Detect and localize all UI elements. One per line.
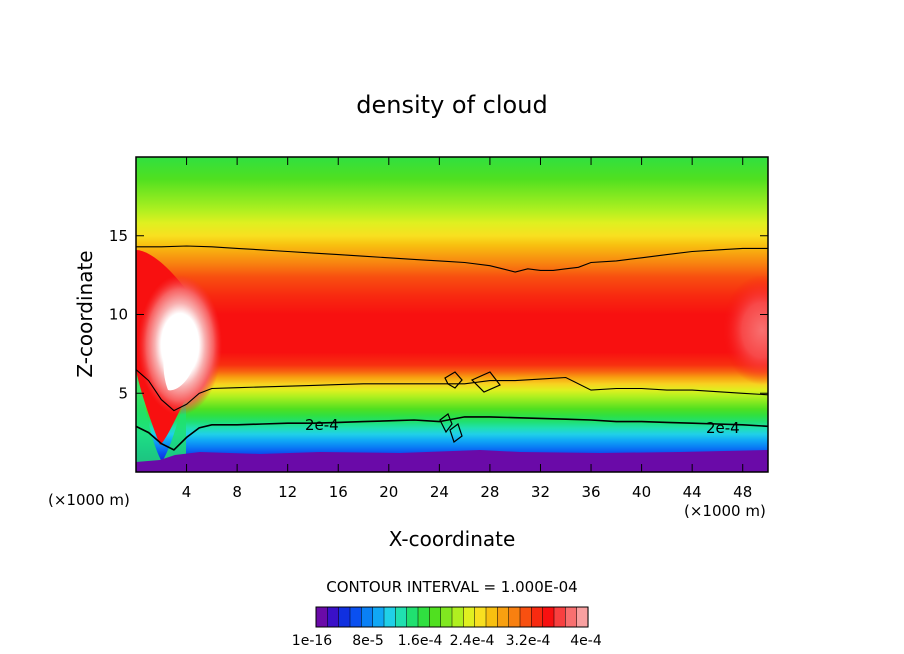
plot-field — [136, 157, 768, 472]
contour-label-right: 2e-4 — [706, 419, 740, 437]
colorbar-swatch — [542, 606, 555, 628]
colorbar-label: 1.6e-4 — [398, 633, 443, 649]
x-tick-label: 16 — [329, 483, 348, 501]
colorbar-swatch — [519, 606, 532, 628]
colorbar-swatch — [327, 606, 340, 628]
x-tick-label: 28 — [480, 483, 499, 501]
contour-label-left: 2e-4 — [305, 416, 339, 434]
ground-band — [136, 450, 768, 472]
colorbar-label: 8e-5 — [352, 633, 383, 649]
colorbar-swatch — [395, 606, 408, 628]
colorbar-label: 4e-4 — [570, 633, 602, 649]
colorbar-labels: 1e-16 8e-5 1.6e-4 2.4e-4 3.2e-4 4e-4 — [292, 633, 602, 649]
chart-title: density of cloud — [356, 91, 547, 119]
y-tick-label: 5 — [118, 384, 128, 402]
right-core — [722, 275, 768, 385]
x-unit-left: (×1000 m) — [48, 491, 130, 509]
colorbar-swatch — [474, 606, 487, 628]
contour-mid — [136, 369, 768, 412]
colorbar-swatch — [451, 606, 464, 628]
colorbar-swatch — [338, 606, 351, 628]
x-tick-label: 20 — [379, 483, 398, 501]
colorbar-swatch — [349, 606, 362, 628]
colorbar-frame — [315, 606, 589, 628]
colorbar-swatch — [361, 606, 374, 628]
colorbar-swatch — [315, 606, 328, 628]
colorbar-swatch — [576, 606, 589, 628]
colorbar-swatch — [406, 606, 419, 628]
x-unit-right: (×1000 m) — [684, 502, 766, 520]
colorbar-swatch — [508, 606, 521, 628]
colorbar — [315, 606, 589, 628]
contour-lines — [136, 245, 768, 451]
x-tick-label: 24 — [430, 483, 449, 501]
colorbar-swatch — [417, 606, 430, 628]
contour-2e-4 — [136, 416, 768, 451]
turbulent-patch — [439, 371, 501, 443]
x-tick-label: 36 — [581, 483, 600, 501]
contour-upper — [136, 245, 768, 273]
core-white — [163, 323, 196, 391]
x-tick-label: 8 — [232, 483, 242, 501]
colorbar-swatch — [531, 606, 544, 628]
y-axis-ticks: 5 10 15 — [109, 227, 768, 402]
colorbar-swatch — [440, 606, 453, 628]
colorbar-swatch — [383, 606, 396, 628]
x-tick-label: 12 — [278, 483, 297, 501]
colorbar-swatch — [553, 606, 566, 628]
x-axis-label: X-coordinate — [389, 527, 516, 551]
x-tick-label: 40 — [632, 483, 651, 501]
colorbar-swatch — [429, 606, 442, 628]
y-axis-label: Z-coordinate — [73, 250, 97, 377]
y-tick-label: 10 — [109, 306, 128, 324]
x-tick-label: 4 — [182, 483, 192, 501]
x-axis-ticks: 4 8 12 16 20 24 28 32 36 40 44 48 — [182, 157, 752, 501]
x-tick-label: 48 — [733, 483, 752, 501]
y-tick-label: 15 — [109, 227, 128, 245]
contour-interval: CONTOUR INTERVAL = 1.000E-04 — [326, 578, 577, 596]
colorbar-label: 3.2e-4 — [506, 633, 551, 649]
colorbar-swatch — [497, 606, 510, 628]
x-tick-label: 44 — [683, 483, 702, 501]
colorbar-swatch — [565, 606, 578, 628]
turbulent-contour — [439, 413, 453, 434]
colorbar-swatch — [372, 606, 385, 628]
turbulent-contour — [449, 423, 463, 443]
colorbar-label: 1e-16 — [292, 633, 332, 649]
x-tick-label: 32 — [531, 483, 550, 501]
turbulent-contour — [444, 371, 463, 389]
colorbar-swatch — [463, 606, 476, 628]
colorbar-label: 2.4e-4 — [450, 633, 495, 649]
turbulent-contour — [470, 371, 501, 393]
colorbar-swatch — [485, 606, 498, 628]
left-vortex-trough — [136, 330, 186, 472]
